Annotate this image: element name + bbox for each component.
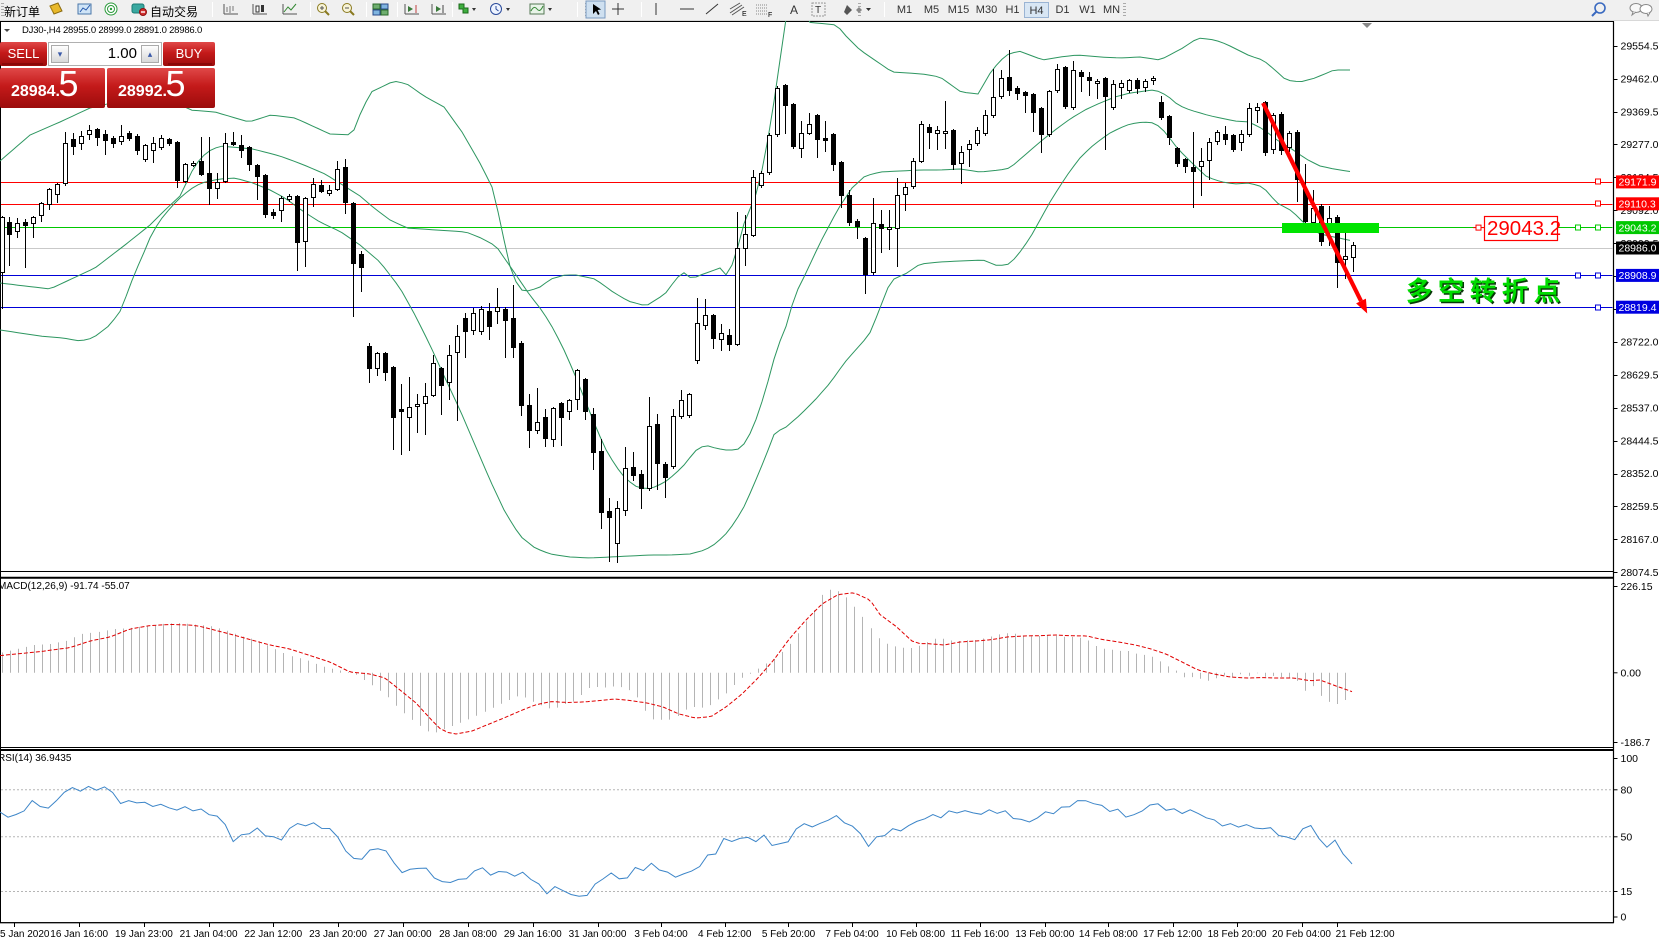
- svg-text:3 Feb 04:00: 3 Feb 04:00: [634, 929, 688, 940]
- svg-text:13 Feb 00:00: 13 Feb 00:00: [1015, 929, 1074, 940]
- svg-text:T: T: [815, 5, 821, 16]
- svg-text:22 Jan 12:00: 22 Jan 12:00: [244, 929, 302, 940]
- svg-text:80: 80: [1621, 785, 1633, 797]
- svg-text:RSI(14) 36.9435: RSI(14) 36.9435: [0, 753, 72, 764]
- svg-text:21 Jan 04:00: 21 Jan 04:00: [180, 929, 238, 940]
- svg-text:29043.2: 29043.2: [1487, 217, 1561, 240]
- svg-text:29171.9: 29171.9: [1619, 177, 1657, 189]
- svg-text:4 Feb 12:00: 4 Feb 12:00: [698, 929, 752, 940]
- svg-text:226.15: 226.15: [1621, 581, 1653, 593]
- svg-text:28259.5: 28259.5: [1621, 501, 1659, 513]
- svg-text:17 Feb 12:00: 17 Feb 12:00: [1143, 929, 1202, 940]
- svg-text:19 Jan 23:00: 19 Jan 23:00: [115, 929, 173, 940]
- svg-text:10 Feb 08:00: 10 Feb 08:00: [886, 929, 945, 940]
- svg-text:28 Jan 08:00: 28 Jan 08:00: [439, 929, 497, 940]
- svg-text:28537.0: 28537.0: [1621, 402, 1659, 414]
- svg-text:29369.5: 29369.5: [1621, 106, 1659, 118]
- svg-text:5 Feb 20:00: 5 Feb 20:00: [762, 929, 816, 940]
- svg-text:28167.0: 28167.0: [1621, 534, 1659, 546]
- svg-text:29 Jan 16:00: 29 Jan 16:00: [504, 929, 562, 940]
- svg-text:28074.5: 28074.5: [1621, 567, 1659, 579]
- svg-text:0.00: 0.00: [1621, 668, 1642, 680]
- svg-text:29554.5: 29554.5: [1621, 41, 1659, 53]
- svg-text:多空转折点: 多空转折点: [1408, 278, 1568, 308]
- svg-text:28629.5: 28629.5: [1621, 370, 1659, 382]
- svg-text:14 Feb 08:00: 14 Feb 08:00: [1079, 929, 1138, 940]
- svg-text:5 Jan 2020: 5 Jan 2020: [0, 929, 50, 940]
- svg-text:28722.0: 28722.0: [1621, 337, 1659, 349]
- svg-text:31 Jan 00:00: 31 Jan 00:00: [569, 929, 627, 940]
- svg-text:28986.0: 28986.0: [1619, 243, 1657, 255]
- svg-text:-186.7: -186.7: [1621, 737, 1651, 749]
- svg-text:A: A: [790, 3, 798, 17]
- svg-text:21 Feb 12:00: 21 Feb 12:00: [1336, 929, 1395, 940]
- svg-text:20 Feb 04:00: 20 Feb 04:00: [1272, 929, 1331, 940]
- svg-text:29043.2: 29043.2: [1619, 222, 1657, 234]
- svg-text:27 Jan 00:00: 27 Jan 00:00: [374, 929, 432, 940]
- svg-text:MACD(12,26,9) -91.74 -55.07: MACD(12,26,9) -91.74 -55.07: [0, 581, 130, 592]
- svg-text:18 Feb 20:00: 18 Feb 20:00: [1208, 929, 1267, 940]
- svg-text:50: 50: [1621, 832, 1633, 844]
- svg-text:E: E: [742, 11, 747, 18]
- svg-text:多空转折点: 多空转折点: [1406, 276, 1566, 306]
- svg-text:16 Jan 16:00: 16 Jan 16:00: [50, 929, 108, 940]
- svg-text:100: 100: [1621, 753, 1639, 765]
- svg-text:11 Feb 16:00: 11 Feb 16:00: [951, 929, 1010, 940]
- svg-text:DJ30-,H4 28955.0 28999.0 2889: DJ30-,H4 28955.0 28999.0 28891.0 28986.0: [22, 25, 202, 36]
- svg-text:F: F: [768, 12, 772, 19]
- svg-text:28908.9: 28908.9: [1619, 270, 1657, 282]
- svg-text:15: 15: [1621, 886, 1633, 898]
- svg-text:28352.0: 28352.0: [1621, 468, 1659, 480]
- svg-text:0: 0: [1621, 912, 1627, 924]
- svg-text:29277.0: 29277.0: [1621, 139, 1659, 151]
- svg-text:7 Feb 04:00: 7 Feb 04:00: [825, 929, 879, 940]
- svg-text:23 Jan 20:00: 23 Jan 20:00: [309, 929, 367, 940]
- svg-text:28819.4: 28819.4: [1619, 302, 1657, 314]
- svg-text:29462.0: 29462.0: [1621, 73, 1659, 85]
- svg-text:29110.3: 29110.3: [1619, 199, 1656, 211]
- svg-text:28444.5: 28444.5: [1621, 435, 1659, 447]
